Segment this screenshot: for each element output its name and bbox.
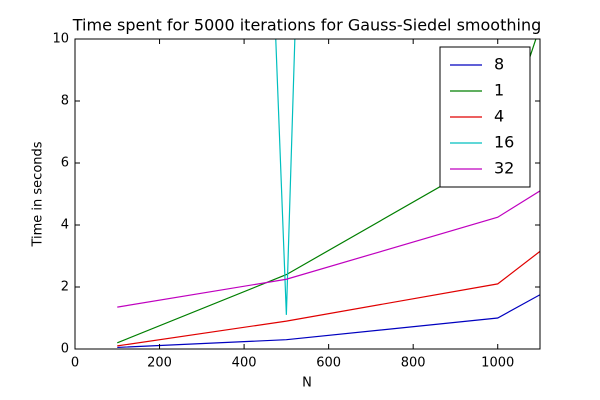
legend-label: 16 (494, 133, 514, 152)
series-line (275, 39, 296, 315)
y-tick-label: 0 (61, 342, 69, 357)
y-tick-label: 8 (61, 94, 69, 109)
x-tick-label: 800 (401, 356, 426, 371)
y-tick-label: 6 (61, 156, 69, 171)
chart-title: Time spent for 5000 iterations for Gauss… (72, 16, 542, 35)
y-tick-label: 2 (61, 280, 69, 295)
series-line (117, 190, 540, 308)
x-tick-label: 400 (232, 356, 257, 371)
legend-label: 32 (494, 159, 514, 178)
x-tick-label: 0 (71, 356, 79, 371)
x-tick-label: 1000 (481, 356, 514, 371)
legend-label: 8 (494, 55, 504, 74)
legend-label: 4 (494, 107, 504, 126)
y-axis-label: Time in seconds (31, 141, 46, 247)
series-line (117, 294, 540, 349)
y-tick-label: 4 (61, 218, 69, 233)
legend-label: 1 (494, 81, 504, 100)
x-tick-label: 200 (147, 356, 172, 371)
plot-frame (74, 38, 541, 350)
series-line (117, 250, 540, 347)
y-tick-label: 10 (52, 32, 69, 47)
x-tick-label: 600 (316, 356, 341, 371)
x-axis-label: N (302, 376, 312, 391)
legend: 8 1 4 16 32 (439, 46, 531, 188)
